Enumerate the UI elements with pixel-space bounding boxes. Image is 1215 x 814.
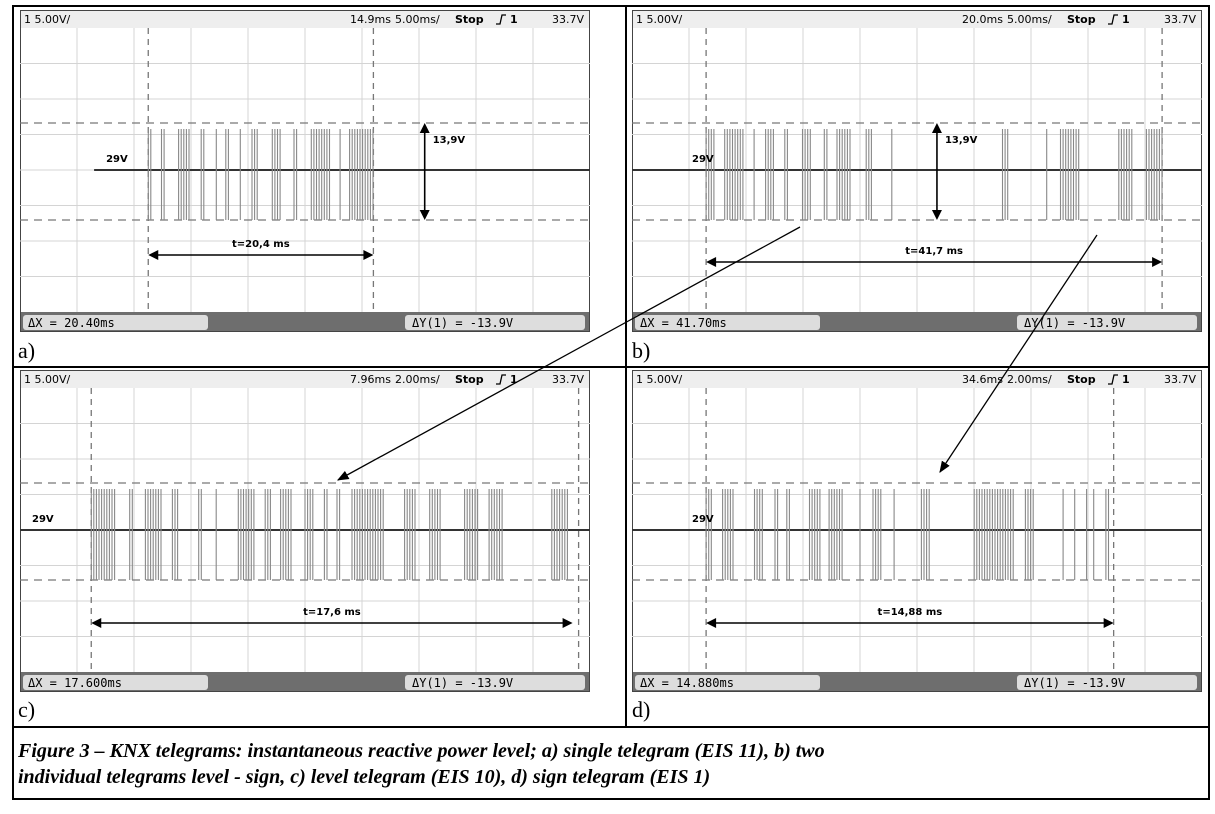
trigger: 1 xyxy=(510,13,518,26)
mode: Stop xyxy=(1067,13,1096,26)
timebase: 2.00ms/ xyxy=(1007,373,1052,386)
baseline-label: 29V xyxy=(32,514,54,525)
delta-y: ΔY(1) = -13.9V xyxy=(412,676,513,690)
mode: Stop xyxy=(1067,373,1096,386)
panel-label: d) xyxy=(632,697,650,723)
border xyxy=(12,798,1210,800)
time-label: t=41,7 ms xyxy=(905,246,963,257)
scope-screen: 1 5.00V/7.96ms 2.00ms/Stop 1 33.7V 29V t=17,6… xyxy=(20,370,590,692)
channel-scale: 1 5.00V/ xyxy=(24,373,71,386)
border xyxy=(12,5,14,800)
delta-y: ΔY(1) = -13.9V xyxy=(1024,676,1125,690)
border xyxy=(12,5,1210,7)
scope-screen: 1 5.00V/20.0ms 5.00ms/Stop 1 33.7V 29V 13,9V t… xyxy=(632,10,1202,332)
baseline-label: 29V xyxy=(692,514,714,525)
trigger-level: 33.7V xyxy=(1164,13,1196,26)
header-bar xyxy=(633,11,1201,28)
delta-x: ΔX = 14.880ms xyxy=(640,676,734,690)
trigger-level: 33.7V xyxy=(552,13,584,26)
delay: 20.0ms xyxy=(962,13,1003,26)
delta-x: ΔX = 41.70ms xyxy=(640,316,727,330)
delay: 34.6ms xyxy=(962,373,1003,386)
delta-x: ΔX = 17.600ms xyxy=(28,676,122,690)
scope-screen: 1 5.00V/14.9ms 5.00ms/Stop 1 33.7V 29V 13,9V t… xyxy=(20,10,590,332)
header-bar xyxy=(21,11,589,28)
channel-scale: 1 5.00V/ xyxy=(24,13,71,26)
timebase: 2.00ms/ xyxy=(395,373,440,386)
timebase: 5.00ms/ xyxy=(395,13,440,26)
trigger: 1 xyxy=(1122,13,1130,26)
trigger-level: 33.7V xyxy=(552,373,584,386)
delay: 14.9ms xyxy=(350,13,391,26)
trigger: 1 xyxy=(1122,373,1130,386)
header-bar xyxy=(633,371,1201,388)
panel-label: a) xyxy=(18,338,35,364)
mode: Stop xyxy=(455,373,484,386)
header-bar xyxy=(21,371,589,388)
caption: Figure 3 – KNX telegrams: instantaneous … xyxy=(18,740,825,763)
amplitude-label: 13,9V xyxy=(945,135,978,146)
mode: Stop xyxy=(455,13,484,26)
timebase: 5.00ms/ xyxy=(1007,13,1052,26)
delay: 7.96ms xyxy=(350,373,391,386)
time-label: t=20,4 ms xyxy=(232,239,290,250)
delta-y: ΔY(1) = -13.9V xyxy=(1024,316,1125,330)
caption: individual telegrams level - sign, c) le… xyxy=(18,766,710,789)
amplitude-label: 13,9V xyxy=(433,135,466,146)
border xyxy=(1208,5,1210,800)
scope-screen: 1 5.00V/34.6ms 2.00ms/Stop 1 33.7V 29V t=14,8… xyxy=(632,370,1202,692)
channel-scale: 1 5.00V/ xyxy=(636,373,683,386)
time-label: t=14,88 ms xyxy=(878,607,943,618)
panel-label: b) xyxy=(632,338,650,364)
delta-x: ΔX = 20.40ms xyxy=(28,316,115,330)
border xyxy=(12,366,1210,368)
trigger-level: 33.7V xyxy=(1164,373,1196,386)
channel-scale: 1 5.00V/ xyxy=(636,13,683,26)
trigger: 1 xyxy=(510,373,518,386)
panel-label: c) xyxy=(18,697,35,723)
figure: a) b) c) d) Figure 3 – KNX telegrams: in… xyxy=(0,0,1215,814)
baseline-label: 29V xyxy=(106,154,128,165)
baseline-label: 29V xyxy=(692,154,714,165)
delta-y: ΔY(1) = -13.9V xyxy=(412,316,513,330)
time-label: t=17,6 ms xyxy=(303,607,361,618)
border xyxy=(12,726,1210,728)
